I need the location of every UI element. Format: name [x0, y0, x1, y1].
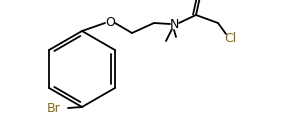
Text: O: O: [105, 16, 115, 29]
Text: Cl: Cl: [224, 32, 236, 45]
Text: N: N: [169, 18, 179, 32]
Text: Br: Br: [46, 102, 60, 115]
